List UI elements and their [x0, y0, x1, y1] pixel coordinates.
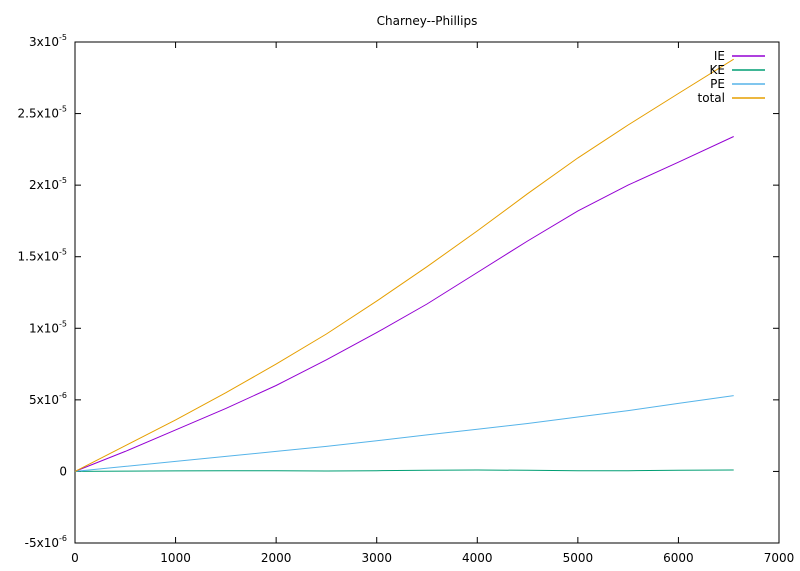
chart-title: Charney--Phillips — [377, 14, 478, 28]
legend-label-pe: PE — [710, 77, 725, 91]
y-tick-label: 3x10-5 — [29, 33, 67, 49]
plot-frame — [74, 41, 780, 544]
y-axis: -5x10-6 0 5x10-6 1x10-5 1.5x10-5 2x10-5 2.5x10… — [18, 33, 779, 550]
series-line-ke — [74, 469, 734, 472]
y-tick-label: 1.5x10-5 — [18, 248, 67, 264]
series-line-pe — [74, 395, 734, 472]
legend-label-total: total — [698, 91, 725, 105]
x-tick-label: 7000 — [764, 551, 795, 565]
series-line-total — [74, 58, 734, 472]
x-tick-label: 4000 — [462, 551, 493, 565]
y-tick-label: 1x10-5 — [29, 319, 67, 335]
legend-label-ie: IE — [714, 49, 725, 63]
x-tick-label: 5000 — [563, 551, 594, 565]
x-tick-label: 1000 — [160, 551, 191, 565]
x-tick-label: 6000 — [663, 551, 694, 565]
y-tick-label: 2x10-5 — [29, 176, 67, 192]
series-line-ie — [74, 136, 734, 472]
x-tick-label: 0 — [71, 551, 79, 565]
x-tick-label: 2000 — [261, 551, 292, 565]
legend-label-ke: KE — [710, 63, 725, 77]
y-tick-label: 0 — [59, 464, 67, 478]
x-tick-label: 3000 — [361, 551, 392, 565]
x-axis: 0 1000 2000 3000 4000 5000 6000 7000 — [71, 42, 794, 565]
y-tick-label: 5x10-6 — [29, 391, 67, 407]
series-lines — [74, 58, 734, 472]
y-tick-label: -5x10-6 — [25, 534, 67, 550]
y-tick-label: 2.5x10-5 — [18, 105, 67, 121]
